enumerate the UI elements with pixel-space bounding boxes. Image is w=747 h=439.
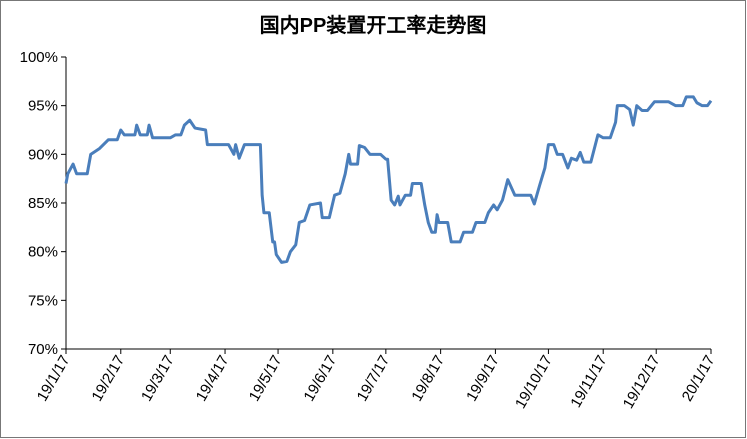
y-tick-label: 90% <box>28 146 58 163</box>
chart-title: 国内PP装置开工率走势图 <box>260 13 487 37</box>
y-tick-label: 70% <box>28 341 58 358</box>
data-line <box>64 95 713 264</box>
y-tick-label: 85% <box>28 195 58 212</box>
y-tick-label: 95% <box>28 98 58 115</box>
y-tick-label: 80% <box>28 244 58 261</box>
y-tick-label: 75% <box>28 292 58 309</box>
y-tick-label: 100% <box>20 49 58 66</box>
